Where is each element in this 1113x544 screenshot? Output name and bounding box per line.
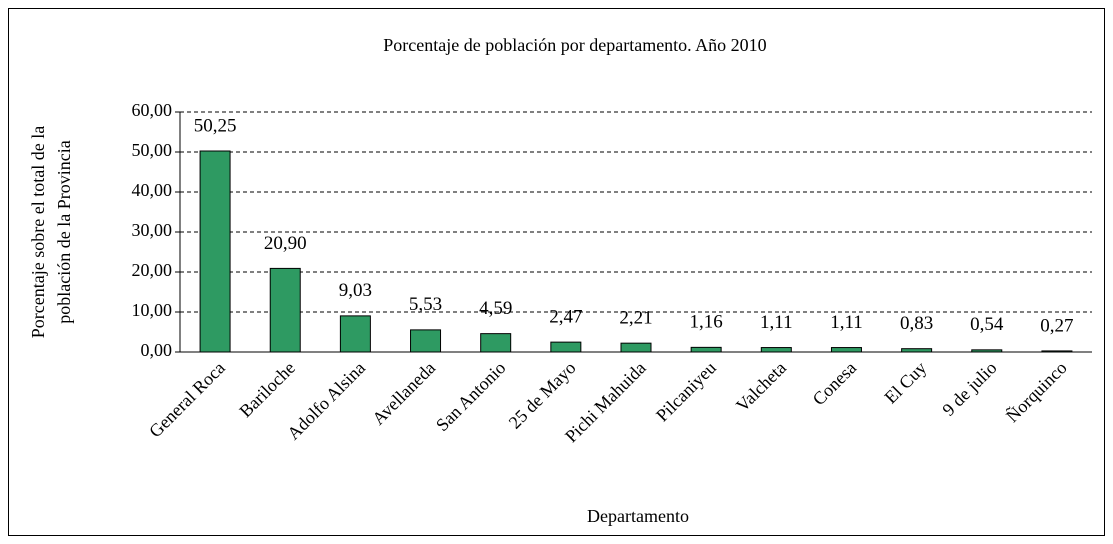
data-label: 4,59 [479, 298, 512, 319]
data-label: 1,11 [830, 312, 863, 333]
y-tick-label: 20,00 [132, 260, 173, 280]
x-axis-label: Departamento [587, 506, 689, 526]
data-label: 1,11 [760, 312, 793, 333]
bar [1041, 350, 1073, 353]
y-tick-label: 40,00 [132, 180, 173, 200]
bar [550, 341, 582, 353]
y-tick-label: 50,00 [132, 140, 173, 160]
y-tick-label: 0,00 [141, 340, 173, 360]
y-axis-label: Porcentaje sobre el total de la [28, 126, 48, 338]
bar [199, 150, 231, 353]
data-label: 5,53 [409, 294, 442, 315]
y-axis-label: población de la Provincia [54, 140, 74, 323]
data-label: 9,03 [339, 280, 372, 301]
data-label: 20,90 [264, 233, 307, 254]
data-label: 2,21 [619, 308, 652, 329]
chart-title: Porcentaje de población por departamento… [383, 35, 766, 55]
bar [339, 315, 371, 353]
y-tick-label: 60,00 [132, 100, 173, 120]
bar [830, 347, 862, 353]
chart-frame [8, 8, 1105, 536]
data-label: 0,27 [1040, 315, 1073, 336]
bar [901, 348, 933, 353]
bar [410, 329, 442, 353]
data-label: 2,47 [549, 306, 582, 327]
y-tick-label: 10,00 [132, 300, 173, 320]
data-label: 0,83 [900, 313, 933, 334]
data-label: 50,25 [194, 115, 237, 136]
data-label: 1,16 [690, 312, 723, 333]
bar [480, 333, 512, 353]
y-tick-label: 30,00 [132, 220, 173, 240]
bar [269, 267, 301, 353]
data-label: 0,54 [970, 314, 1004, 335]
bar [620, 342, 652, 353]
bar [760, 347, 792, 353]
bar [690, 346, 722, 353]
bar [971, 349, 1003, 353]
